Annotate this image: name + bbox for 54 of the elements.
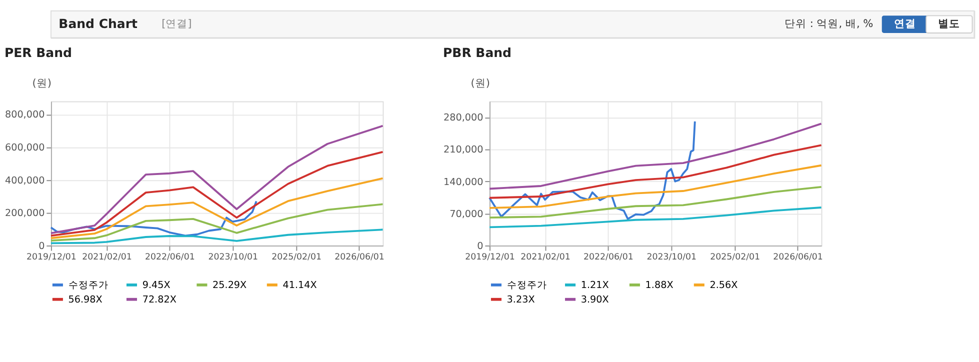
line-series [50, 200, 258, 237]
y-axis-title: (원) [470, 77, 490, 90]
x-tick-label: 2025/02/01 [272, 252, 322, 262]
legend-label: 1.21X [580, 280, 610, 291]
line-series [488, 120, 696, 220]
y-tick-label: 0 [477, 240, 484, 252]
line-series [50, 177, 384, 240]
y-tick-label: 800,000 [4, 110, 45, 121]
chart-title: PBR Band [443, 45, 512, 60]
line-series [50, 150, 384, 237]
y-tick-label: 140,000 [444, 176, 484, 188]
x-tick-label: 2026/06/01 [773, 252, 823, 262]
legend-label: 수정주가 [506, 280, 547, 291]
y-tick-label: 0 [38, 240, 45, 252]
legend-label: 2.56X [710, 280, 738, 291]
text: [연결] [162, 18, 192, 30]
y-tick-label: 600,000 [4, 142, 45, 154]
legend-label: 25.29X [212, 280, 248, 291]
line-series [50, 124, 384, 234]
line-series [488, 164, 822, 209]
legend-label: 3.23X [506, 294, 536, 306]
x-tick-label: 2021/02/01 [520, 252, 570, 262]
legend-label: 72.82X [142, 294, 177, 306]
x-tick-label: 2023/10/01 [646, 252, 697, 262]
text: 단위 : 억원, 배, % [784, 18, 874, 30]
line-series [488, 186, 822, 219]
x-tick-label: 2023/10/01 [208, 252, 258, 262]
y-tick-label: 280,000 [444, 112, 484, 124]
x-tick-label: 2019/12/01 [26, 252, 76, 262]
text: Band Chart [58, 16, 138, 32]
legend-label: 1.88X [645, 280, 674, 291]
text: 별도 [938, 18, 960, 30]
legend-label: 3.90X [580, 294, 610, 306]
legend-label: 56.98X [68, 294, 103, 306]
chart-title: PER Band [4, 45, 72, 60]
line-series [488, 206, 822, 228]
legend-label: 9.45X [142, 280, 171, 291]
y-tick-label: 210,000 [444, 144, 484, 156]
x-tick-label: 2026/06/01 [334, 252, 384, 262]
legend-label: 41.14X [282, 280, 318, 291]
line-series [488, 122, 822, 190]
x-tick-label: 2022/06/01 [145, 252, 195, 262]
text: 연결 [894, 18, 916, 30]
x-tick-label: 2021/02/01 [82, 252, 132, 262]
y-tick-label: 70,000 [450, 208, 484, 220]
x-tick-label: 2025/02/01 [710, 252, 760, 262]
y-tick-label: 400,000 [4, 175, 45, 186]
line-series [50, 203, 384, 242]
line-series [488, 144, 822, 199]
legend-label: 수정주가 [68, 280, 108, 291]
x-tick-label: 2022/06/01 [584, 252, 634, 262]
x-tick-label: 2019/12/01 [465, 252, 515, 262]
y-axis-title: (원) [32, 77, 52, 90]
y-tick-label: 200,000 [4, 208, 45, 220]
